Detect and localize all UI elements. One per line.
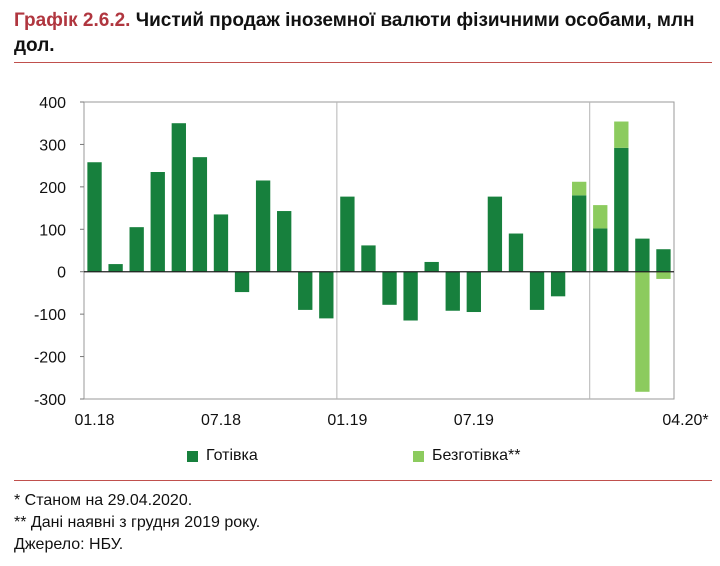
bar-cash	[361, 245, 376, 272]
y-tick-label: 300	[39, 137, 66, 154]
y-tick-label: -100	[34, 307, 66, 324]
bar-noncash	[572, 181, 587, 196]
plot-frame	[83, 101, 675, 400]
bar-cash	[445, 271, 460, 311]
chart-title-prefix: Графік 2.6.2.	[14, 10, 131, 31]
chart-legend: Готівка Безготівка**	[0, 447, 720, 467]
chart-title: Графік 2.6.2. Чистий продаж іноземної ва…	[14, 8, 704, 58]
x-tick-label: 04.20*	[662, 412, 708, 429]
notes-divider	[14, 480, 712, 481]
chart-notes: * Станом на 29.04.2020. ** Дані наявні з…	[14, 490, 260, 556]
bar-cash	[192, 157, 208, 272]
bar-cash	[171, 123, 186, 272]
bar-cash	[213, 214, 229, 272]
chart-title-text: Чистий продаж іноземної валюти фізичними…	[14, 10, 695, 56]
legend-item-cash: Готівка	[187, 447, 258, 465]
bar-noncash	[593, 205, 608, 229]
bar-cash	[87, 162, 102, 272]
bar-cash	[277, 211, 292, 272]
bar-noncash	[656, 271, 671, 279]
bar-cash	[424, 261, 439, 272]
y-tick-label: -300	[34, 392, 66, 409]
bar-cash	[255, 180, 271, 272]
x-tick-label: 01.18	[75, 412, 115, 429]
y-tick-label: 0	[57, 265, 66, 282]
bar-cash	[340, 196, 355, 272]
legend-swatch-noncash	[413, 450, 424, 462]
y-tick-label: 400	[39, 95, 66, 112]
bar-cash	[403, 271, 418, 321]
y-tick-label: 200	[39, 180, 66, 197]
bar-cash	[234, 271, 250, 293]
chart-title-block: Графік 2.6.2. Чистий продаж іноземної ва…	[14, 8, 704, 58]
bar-cash	[319, 271, 334, 319]
bar-cash	[572, 195, 587, 272]
bar-cash	[108, 264, 123, 272]
legend-label-cash: Готівка	[206, 447, 258, 464]
y-tick-label: 100	[39, 222, 66, 239]
x-tick-label: 07.19	[454, 412, 494, 429]
bar-noncash	[635, 271, 650, 392]
bar-cash	[635, 238, 650, 272]
legend-swatch-cash	[187, 450, 198, 462]
bar-cash	[529, 271, 545, 310]
title-divider	[14, 62, 712, 63]
note-availability: ** Дані наявні з грудня 2019 року.	[14, 514, 261, 531]
legend-item-noncash: Безготівка**	[413, 447, 521, 465]
bar-cash	[487, 196, 503, 272]
bar-cash	[550, 271, 566, 297]
bar-chart: -300 -200 -100 0 100 200 300 400 01.18 07.18 01.19…	[34, 95, 709, 429]
bar-cash	[593, 228, 608, 272]
bar-cash	[466, 271, 481, 313]
x-tick-label: 07.18	[201, 412, 241, 429]
note-source: Джерело: НБУ.	[14, 536, 124, 553]
bar-noncash	[614, 121, 629, 148]
note-date: * Станом на 29.04.2020.	[14, 492, 193, 509]
bar-cash	[150, 172, 165, 272]
y-tick-label: -200	[34, 350, 66, 367]
bar-cash	[508, 233, 524, 272]
bar-cash	[382, 271, 397, 305]
bar-cash	[614, 147, 629, 272]
bar-cash	[129, 227, 144, 272]
legend-label-noncash: Безготівка**	[432, 447, 521, 464]
x-tick-label: 01.19	[327, 412, 367, 429]
bar-cash	[298, 271, 313, 310]
bar-cash	[656, 249, 671, 272]
